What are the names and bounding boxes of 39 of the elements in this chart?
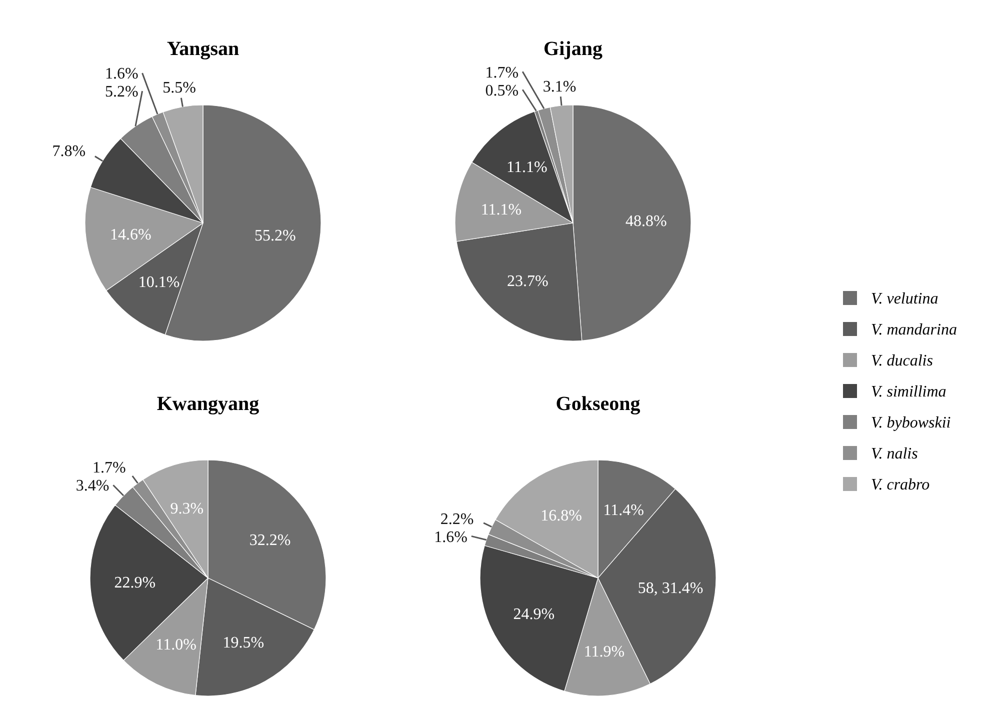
- data-label: 32.2%: [249, 532, 291, 549]
- data-label: 19.5%: [222, 634, 264, 652]
- legend-label: V. bybowskii: [871, 414, 951, 432]
- data-label: 5.5%: [162, 80, 196, 97]
- data-label: 24.9%: [513, 606, 555, 623]
- data-label: 55.2%: [254, 228, 296, 244]
- data-label: 0.5%: [485, 82, 519, 100]
- legend-label: V. crabro: [871, 476, 930, 494]
- data-label: 11.1%: [506, 158, 548, 176]
- data-label: 11.0%: [156, 636, 196, 654]
- data-label: 10.1%: [138, 274, 180, 292]
- data-label: 2.2%: [440, 510, 474, 528]
- legend-label: V. mandarina: [871, 322, 957, 339]
- data-label: 23.7%: [506, 272, 548, 290]
- chart-title: Gokseong: [556, 393, 640, 415]
- data-label: 58, 31.4%: [638, 580, 704, 597]
- chart-title: Gijang: [544, 38, 602, 60]
- data-label: 1.7%: [485, 64, 519, 82]
- data-label: 48.8%: [625, 212, 667, 230]
- data-label: 1.6%: [104, 66, 138, 83]
- data-label: 16.8%: [540, 507, 582, 524]
- data-label: 1.7%: [92, 460, 126, 477]
- chart-title: Kwangyang: [156, 393, 260, 415]
- data-label: 7.8%: [52, 143, 86, 160]
- legend-label: V. ducalis: [871, 352, 933, 370]
- data-label: 5.2%: [104, 84, 138, 101]
- data-label: 9.3%: [170, 500, 204, 518]
- data-label: 3.1%: [542, 78, 576, 96]
- data-label: 11.1%: [480, 202, 522, 219]
- data-label: 22.9%: [114, 574, 156, 592]
- data-label: 11.4%: [603, 502, 644, 520]
- data-label: 14.6%: [110, 226, 152, 244]
- chart-title: Yangsan: [166, 38, 240, 60]
- data-label: 3.4%: [76, 478, 110, 495]
- data-label: 1.6%: [434, 528, 468, 546]
- legend-label: V. simillima: [871, 384, 946, 401]
- data-label: 11.9%: [584, 644, 625, 660]
- legend-label: V. velutina: [871, 290, 938, 308]
- legend-label: V. nalis: [871, 446, 918, 463]
